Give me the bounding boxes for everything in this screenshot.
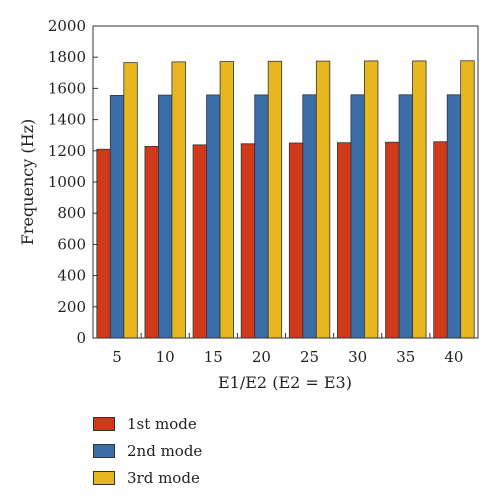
y-tick-label: 1400 <box>48 111 86 129</box>
x-tick-label: 30 <box>348 348 367 366</box>
bar-1-25 <box>288 142 304 339</box>
bar-2-20 <box>254 94 269 339</box>
legend-swatch <box>93 443 115 458</box>
bar-2-40 <box>446 94 462 339</box>
legend: 1st mode 2nd mode 3rd mode <box>93 410 202 491</box>
legend-item-3: 3rd mode <box>93 464 202 491</box>
y-tick-label: 1800 <box>48 48 86 66</box>
y-tick-label: 600 <box>57 235 86 253</box>
chart: 0 200 400 600 800 1000 1200 1400 1600 1800 2000 5 1… <box>18 17 479 392</box>
bar-2-35 <box>398 94 413 339</box>
y-tick-label: 800 <box>57 204 86 222</box>
bar-1-10 <box>144 146 159 339</box>
bar-3-5 <box>123 62 138 339</box>
y-tick-label: 0 <box>76 329 86 347</box>
y-tick-label: 1000 <box>48 173 86 191</box>
x-tick-label: 5 <box>112 348 122 366</box>
bar-3-15 <box>219 61 234 339</box>
legend-label: 2nd mode <box>127 441 203 460</box>
y-tick-label: 2000 <box>48 17 86 35</box>
bar-2-25 <box>302 94 317 339</box>
y-tick-label: 1600 <box>48 79 86 97</box>
y-tick-label: 1200 <box>48 142 86 160</box>
bar-1-40 <box>433 141 448 339</box>
legend-swatch <box>93 416 115 431</box>
bar-1-20 <box>240 143 256 339</box>
bar-3-40 <box>460 60 475 339</box>
x-axis-ticks: 5 10 15 20 25 30 35 40 <box>112 333 463 366</box>
legend-label: 1st mode <box>127 414 197 433</box>
legend-item-1: 1st mode <box>93 410 202 437</box>
legend-swatch <box>93 470 115 485</box>
bar-2-5 <box>109 95 125 339</box>
y-tick-label: 400 <box>57 267 86 285</box>
bar-1-35 <box>385 141 400 339</box>
bar-1-30 <box>337 142 352 339</box>
y-axis-title: Frequency (Hz) <box>18 119 37 246</box>
bar-2-30 <box>350 94 365 339</box>
x-tick-label: 35 <box>396 348 415 366</box>
legend-item-2: 2nd mode <box>93 437 202 464</box>
bar-3-35 <box>412 60 427 339</box>
x-tick-label: 20 <box>252 348 271 366</box>
bar-2-10 <box>158 94 173 339</box>
bar-3-25 <box>315 60 331 339</box>
bar-3-10 <box>171 61 186 339</box>
legend-label: 3rd mode <box>127 468 200 487</box>
x-tick-label: 40 <box>444 348 463 366</box>
x-tick-label: 15 <box>204 348 223 366</box>
plot-frame <box>92 25 479 339</box>
bar-1-5 <box>96 148 111 339</box>
y-tick-label: 200 <box>57 298 86 316</box>
x-axis-title: E1/E2 (E2 = E3) <box>218 373 352 392</box>
bars-group <box>96 60 475 339</box>
bar-3-30 <box>364 60 379 339</box>
x-tick-label: 25 <box>300 348 319 366</box>
bar-3-20 <box>267 60 283 339</box>
bar-1-15 <box>192 144 207 339</box>
x-tick-label: 10 <box>156 348 175 366</box>
y-axis-ticks: 0 200 400 600 800 1000 1200 1400 1600 1800 2000 <box>48 17 98 347</box>
bar-2-15 <box>206 94 221 339</box>
